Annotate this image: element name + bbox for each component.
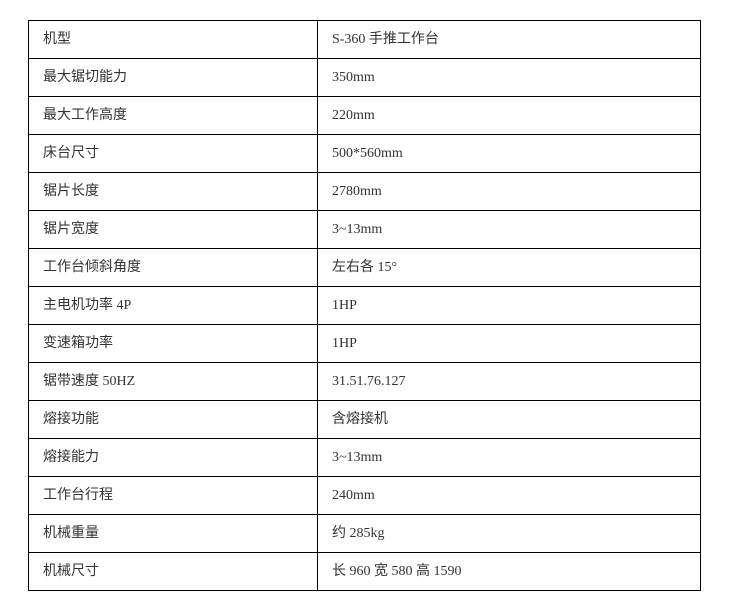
spec-value: S-360 手推工作台 (317, 21, 700, 59)
table-row: 锯带速度 50HZ 31.51.76.127 (29, 363, 701, 401)
spec-label: 锯带速度 50HZ (29, 363, 318, 401)
table-row: 熔接能力 3~13mm (29, 439, 701, 477)
spec-label: 机械重量 (29, 515, 318, 553)
table-row: 机型 S-360 手推工作台 (29, 21, 701, 59)
spec-label: 机械尺寸 (29, 553, 318, 591)
spec-value: 长 960 宽 580 高 1590 (317, 553, 700, 591)
spec-value: 31.51.76.127 (317, 363, 700, 401)
spec-value: 1HP (317, 325, 700, 363)
table-row: 机械尺寸 长 960 宽 580 高 1590 (29, 553, 701, 591)
spec-value: 2780mm (317, 173, 700, 211)
spec-label: 锯片宽度 (29, 211, 318, 249)
spec-value: 1HP (317, 287, 700, 325)
spec-label: 最大工作高度 (29, 97, 318, 135)
table-row: 最大工作高度 220mm (29, 97, 701, 135)
table-row: 最大锯切能力 350mm (29, 59, 701, 97)
table-row: 工作台行程 240mm (29, 477, 701, 515)
table-row: 锯片长度 2780mm (29, 173, 701, 211)
spec-label: 锯片长度 (29, 173, 318, 211)
spec-value: 350mm (317, 59, 700, 97)
spec-value: 3~13mm (317, 211, 700, 249)
table-row: 工作台倾斜角度 左右各 15° (29, 249, 701, 287)
table-row: 锯片宽度 3~13mm (29, 211, 701, 249)
spec-label: 工作台倾斜角度 (29, 249, 318, 287)
spec-table: 机型 S-360 手推工作台 最大锯切能力 350mm 最大工作高度 220mm… (28, 20, 701, 591)
spec-label: 工作台行程 (29, 477, 318, 515)
spec-value: 3~13mm (317, 439, 700, 477)
table-row: 变速箱功率 1HP (29, 325, 701, 363)
spec-value: 含熔接机 (317, 401, 700, 439)
spec-label: 主电机功率 4P (29, 287, 318, 325)
table-row: 主电机功率 4P 1HP (29, 287, 701, 325)
table-row: 机械重量 约 285kg (29, 515, 701, 553)
spec-label: 熔接能力 (29, 439, 318, 477)
spec-label: 机型 (29, 21, 318, 59)
spec-value: 220mm (317, 97, 700, 135)
spec-label: 床台尺寸 (29, 135, 318, 173)
spec-value: 左右各 15° (317, 249, 700, 287)
spec-value: 约 285kg (317, 515, 700, 553)
spec-label: 熔接功能 (29, 401, 318, 439)
spec-table-body: 机型 S-360 手推工作台 最大锯切能力 350mm 最大工作高度 220mm… (29, 21, 701, 591)
spec-value: 240mm (317, 477, 700, 515)
table-row: 床台尺寸 500*560mm (29, 135, 701, 173)
table-row: 熔接功能 含熔接机 (29, 401, 701, 439)
spec-label: 变速箱功率 (29, 325, 318, 363)
spec-value: 500*560mm (317, 135, 700, 173)
spec-label: 最大锯切能力 (29, 59, 318, 97)
